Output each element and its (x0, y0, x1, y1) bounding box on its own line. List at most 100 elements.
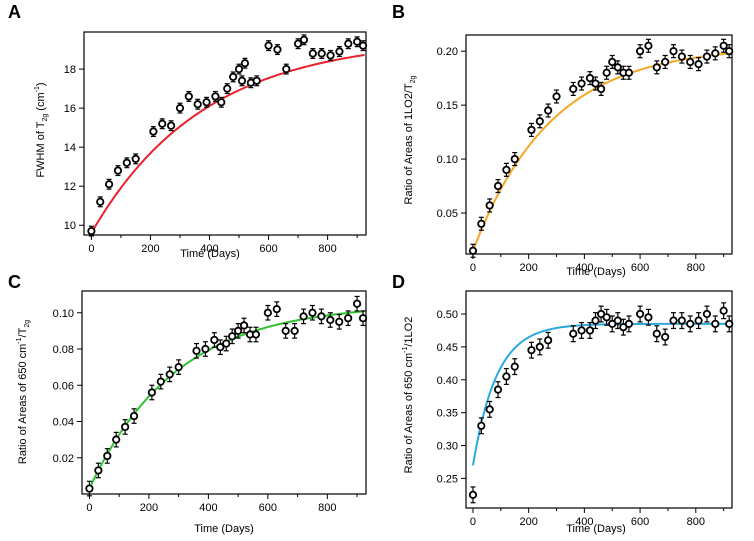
data-point-d-8 (544, 331, 553, 349)
marker (352, 299, 362, 308)
marker (669, 316, 678, 325)
marker (661, 332, 670, 342)
x-tick-label-a-2: 400 (200, 243, 218, 255)
marker (282, 64, 291, 74)
marker (293, 39, 303, 48)
marker (493, 385, 503, 394)
marker (569, 84, 578, 94)
marker (719, 306, 728, 315)
marker (273, 45, 282, 54)
data-point-b-15 (602, 65, 611, 80)
marker (344, 39, 353, 48)
data-point-c-8 (165, 366, 174, 383)
marker (201, 344, 210, 354)
marker (725, 47, 734, 56)
data-point-b-12 (585, 71, 595, 86)
x-axis-label-a: Time (Days) (180, 248, 239, 260)
data-point-c-19 (251, 326, 261, 343)
data-point-c-7 (156, 373, 165, 390)
marker (131, 154, 140, 163)
data-point-a-1 (96, 196, 105, 208)
data-point-d-27 (702, 305, 712, 323)
marker (217, 98, 226, 107)
marker (156, 377, 165, 386)
plot-frame-d (465, 290, 733, 509)
data-point-c-30 (352, 295, 362, 312)
y-tick-label-c-4: 0.10 (53, 308, 74, 320)
panel-letter-a: A (8, 2, 21, 22)
data-point-c-2 (103, 448, 112, 464)
marker (290, 326, 299, 335)
fit-curve-d (472, 322, 731, 466)
data-point-b-3 (493, 178, 503, 194)
data-point-b-22 (652, 60, 661, 75)
marker (686, 57, 695, 67)
marker (317, 312, 326, 321)
y-tick-label-d-4: 0.45 (437, 342, 458, 354)
panel-a: A 0 200 400 600 800 10 12 14 16 18 Time (Days) FW… (8, 2, 368, 260)
marker (635, 47, 645, 56)
y-tick-label-d-0: 0.25 (437, 473, 458, 485)
x-tick-label-c-4: 800 (318, 502, 336, 514)
marker (358, 41, 368, 50)
data-point-c-6 (147, 384, 156, 401)
marker (694, 316, 703, 325)
marker (184, 92, 193, 101)
x-tick-label-b-0: 0 (470, 262, 476, 274)
data-point-c-29 (344, 310, 353, 327)
data-point-d-30 (725, 315, 734, 333)
data-point-c-22 (281, 323, 290, 339)
marker (174, 363, 183, 372)
data-point-d-20 (644, 308, 653, 326)
marker (477, 421, 486, 430)
marker (552, 92, 561, 101)
data-point-b-8 (544, 103, 553, 118)
data-point-b-26 (686, 54, 695, 70)
data-point-a-14 (217, 96, 226, 108)
data-point-c-0 (85, 480, 94, 497)
data-point-d-29 (719, 302, 728, 320)
data-point-d-19 (635, 305, 645, 323)
data-point-a-3 (113, 165, 123, 177)
marker (652, 63, 661, 72)
marker (577, 79, 586, 88)
data-point-a-8 (167, 120, 176, 132)
data-point-b-28 (702, 49, 712, 64)
y-tick-label-d-5: 0.50 (437, 309, 458, 321)
marker (112, 435, 121, 444)
data-point-a-9 (175, 102, 185, 114)
marker (596, 84, 606, 94)
data-point-c-14 (222, 335, 231, 352)
y-tick-label-b-3: 0.20 (437, 46, 458, 58)
data-point-d-28 (711, 315, 720, 333)
data-point-c-9 (174, 359, 183, 375)
data-point-c-12 (210, 332, 219, 348)
data-point-d-5 (510, 358, 519, 376)
marker (502, 165, 511, 174)
data-point-d-14 (602, 308, 611, 326)
marker (711, 49, 720, 58)
x-tick-label-a-4: 800 (318, 243, 336, 255)
panel-letter-d: D (392, 272, 405, 292)
data-point-c-1 (94, 462, 103, 479)
data-point-b-14 (596, 81, 606, 97)
marker (234, 64, 244, 74)
data-point-a-27 (308, 47, 317, 59)
panel-b: B 0 200 400 600 800 0.05 0.10 0.15 0.20 Time (Da… (392, 2, 734, 278)
data-point-d-25 (686, 315, 695, 333)
y-tick-label-a-3: 16 (64, 103, 76, 115)
panel-letter-c: C (8, 272, 21, 292)
marker (510, 154, 519, 164)
x-axis-label-b: Time (Days) (566, 266, 625, 278)
x-tick-label-b-3: 600 (631, 262, 649, 274)
marker (493, 181, 503, 191)
data-point-b-9 (552, 89, 561, 104)
marker (613, 63, 622, 72)
data-point-a-5 (131, 153, 140, 165)
data-point-d-12 (591, 312, 600, 330)
data-point-a-15 (223, 83, 232, 95)
marker (535, 342, 544, 351)
data-point-a-21 (252, 75, 261, 87)
marker (577, 326, 586, 335)
